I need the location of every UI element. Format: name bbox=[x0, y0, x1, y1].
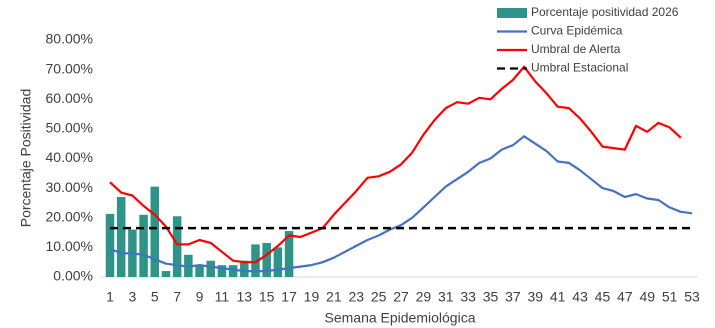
bar bbox=[105, 213, 115, 277]
x-tick-label: 9 bbox=[196, 289, 204, 305]
x-axis-label: Semana Epidemiológica bbox=[325, 310, 476, 326]
x-tick-label: 47 bbox=[617, 289, 633, 305]
bar bbox=[195, 265, 204, 277]
bar bbox=[251, 244, 260, 277]
x-tick-label: 17 bbox=[281, 289, 297, 305]
bar bbox=[161, 271, 171, 277]
bar bbox=[284, 231, 294, 277]
legend-label: Porcentaje positividad 2026 bbox=[531, 5, 679, 19]
x-tick-label: 21 bbox=[326, 289, 342, 305]
x-tick-label: 43 bbox=[572, 289, 588, 305]
bar bbox=[172, 216, 182, 277]
x-tick-label: 13 bbox=[237, 289, 253, 305]
bar bbox=[240, 260, 249, 277]
legend-label: Umbral Estacional bbox=[531, 61, 628, 75]
x-tick-label: 53 bbox=[684, 289, 700, 305]
x-tick-label: 11 bbox=[215, 289, 230, 305]
x-tick-label: 49 bbox=[639, 289, 655, 305]
bar bbox=[139, 214, 148, 277]
x-tick-label: 35 bbox=[483, 289, 499, 305]
y-tick-label: 40.00% bbox=[46, 149, 93, 165]
y-tick-label: 20.00% bbox=[46, 208, 93, 224]
x-tick-label: 5 bbox=[151, 289, 159, 305]
x-tick-label: 7 bbox=[173, 289, 181, 305]
y-tick-label: 0.00% bbox=[53, 268, 93, 284]
bar bbox=[217, 265, 227, 277]
x-tick-label: 27 bbox=[393, 289, 409, 305]
y-tick-label: 50.00% bbox=[46, 120, 93, 136]
bar bbox=[228, 265, 238, 277]
bar bbox=[116, 197, 126, 277]
legend-swatch bbox=[497, 8, 527, 18]
y-tick-label: 30.00% bbox=[46, 179, 93, 195]
x-tick-label: 37 bbox=[505, 289, 521, 305]
y-tick-label: 80.00% bbox=[46, 31, 93, 47]
y-tick-label: 60.00% bbox=[46, 90, 93, 106]
bar bbox=[206, 260, 215, 277]
y-tick-label: 10.00% bbox=[46, 238, 93, 254]
bar bbox=[150, 186, 160, 277]
x-tick-label: 33 bbox=[460, 289, 476, 305]
x-tick-label: 1 bbox=[106, 289, 114, 305]
bar bbox=[273, 247, 283, 277]
x-tick-label: 23 bbox=[348, 289, 364, 305]
x-tick-label: 19 bbox=[304, 289, 320, 305]
x-tick-label: 51 bbox=[662, 289, 678, 305]
x-tick-label: 31 bbox=[438, 289, 454, 305]
x-tick-label: 39 bbox=[528, 289, 544, 305]
legend-label: Umbral de Alerta bbox=[531, 42, 621, 56]
x-tick-label: 41 bbox=[550, 289, 566, 305]
line-series bbox=[109, 65, 682, 264]
bar bbox=[262, 242, 271, 277]
x-tick-label: 29 bbox=[416, 289, 432, 305]
legend-label: Curva Epidémica bbox=[531, 24, 623, 38]
x-tick-label: 3 bbox=[128, 289, 136, 305]
x-tick-label: 15 bbox=[259, 289, 275, 305]
line-series bbox=[109, 135, 693, 273]
x-tick-label: 25 bbox=[371, 289, 387, 305]
y-tick-label: 70.00% bbox=[46, 60, 93, 76]
x-tick-label: 45 bbox=[595, 289, 611, 305]
y-axis-label: Porcentaje Positividad bbox=[18, 89, 34, 228]
